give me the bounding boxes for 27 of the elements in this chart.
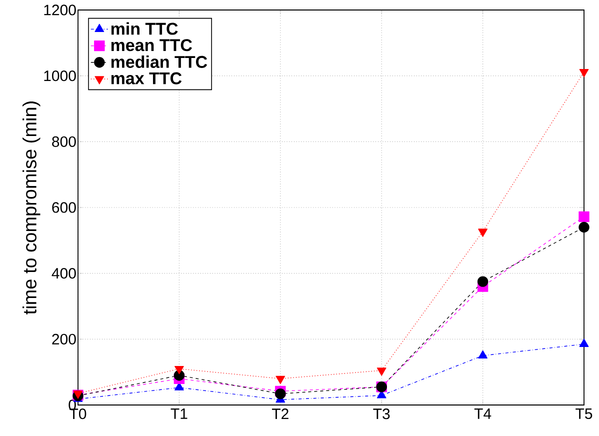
y-tick-label: 1000 xyxy=(44,70,76,82)
x-tick-label: T4 xyxy=(474,408,492,419)
point xyxy=(579,338,589,347)
point xyxy=(478,228,488,237)
x-tick-label: T3 xyxy=(373,408,390,420)
legend-label: max TTC xyxy=(111,72,182,84)
point xyxy=(478,350,488,358)
point xyxy=(174,366,184,374)
point xyxy=(579,69,589,78)
y-tick-label: 800 xyxy=(52,136,76,147)
x-tick-label: T1 xyxy=(170,408,188,419)
point xyxy=(276,376,286,384)
legend-label: mean TTC xyxy=(111,39,192,52)
y-tick-label: 200 xyxy=(52,334,76,344)
point xyxy=(275,388,286,400)
point xyxy=(578,211,590,222)
point xyxy=(477,276,488,287)
y-tick-label: 600 xyxy=(52,202,76,213)
y-axis-title: time to compromise (min) xyxy=(22,102,40,314)
point xyxy=(376,368,386,376)
point xyxy=(578,222,590,233)
legend-label: median TTC xyxy=(111,55,208,68)
x-tick-label: T2 xyxy=(272,408,288,420)
y-tick-label: 400 xyxy=(52,268,76,279)
y-tick-label: 1200 xyxy=(44,4,76,16)
x-tick-label: T5 xyxy=(576,408,592,419)
legend-label: min TTC xyxy=(111,22,178,35)
